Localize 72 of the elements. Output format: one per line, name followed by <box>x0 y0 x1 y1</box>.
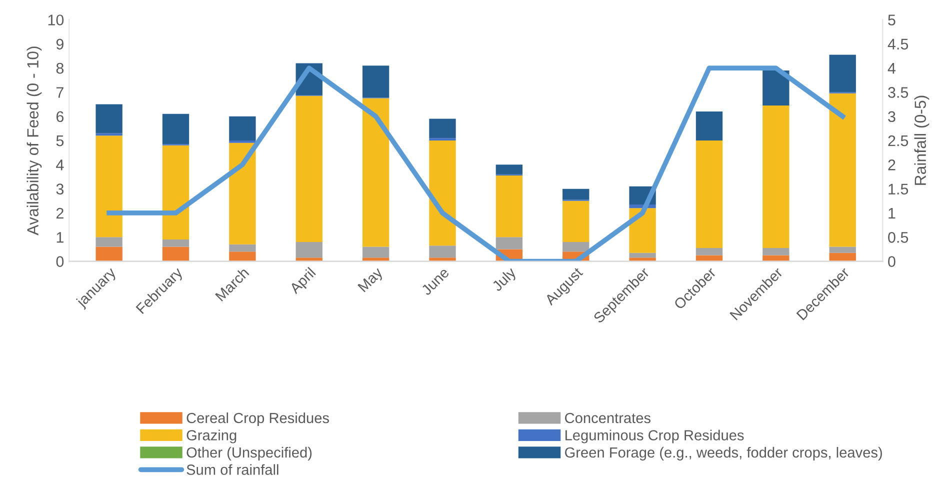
bar <box>362 246 390 258</box>
y-tick-label: 5 <box>56 136 64 146</box>
bar <box>762 70 790 106</box>
y-tick-label: 10 <box>48 14 64 26</box>
bar <box>429 118 456 138</box>
legend-label: Green Forage (e.g., weeds, fodder crops, leaves) <box>565 446 882 461</box>
legend-label: Sum of rainfall <box>186 464 278 475</box>
bar <box>229 142 256 244</box>
bar <box>429 140 456 246</box>
bar <box>562 188 590 200</box>
y-tick-label: 9 <box>56 38 64 50</box>
legend-label: Leguminous Crop Residues <box>565 430 744 444</box>
y2-tick-label: 3 <box>888 111 896 122</box>
bar <box>829 246 856 253</box>
y2-tick-label: 0.5 <box>888 232 908 243</box>
bar <box>96 237 122 247</box>
bar <box>362 98 390 247</box>
y2-tick-label: 1 <box>888 208 896 219</box>
bar <box>162 240 190 247</box>
bar <box>162 246 190 262</box>
legend-label: Grazing <box>186 430 236 444</box>
bar <box>829 54 856 92</box>
bar <box>429 246 456 258</box>
bar <box>696 248 723 256</box>
bar <box>696 112 723 141</box>
y2-tick-label: 1.5 <box>888 184 908 195</box>
bar <box>229 116 256 141</box>
y-axis-title: Availability of Feed (0 - 10) <box>26 46 42 236</box>
bar <box>629 252 656 258</box>
legend-label: Concentrates <box>565 412 651 424</box>
x-tick-label: July <box>491 266 519 294</box>
y2-axis-title: Rainfall (0-5) <box>914 96 930 185</box>
x-tick-label: May <box>358 266 386 294</box>
bar <box>629 208 656 253</box>
y-tick-label: 7 <box>56 87 64 98</box>
bar <box>562 200 590 242</box>
bar <box>96 104 122 134</box>
bar <box>162 145 190 240</box>
bar <box>362 66 390 98</box>
bar <box>696 140 723 248</box>
bar <box>296 96 322 242</box>
bar <box>496 176 523 238</box>
y2-tick-label: 5 <box>888 14 896 26</box>
y2-tick-label: 0 <box>888 256 896 267</box>
bar <box>162 114 190 144</box>
y-tick-label: 8 <box>56 62 64 74</box>
bar <box>229 244 256 252</box>
y-tick-label: 6 <box>56 111 64 122</box>
y2-tick-label: 4 <box>888 63 896 74</box>
bar <box>296 242 322 258</box>
bar <box>562 242 590 252</box>
bar <box>496 164 523 174</box>
line-series <box>106 66 846 262</box>
bar <box>762 248 790 256</box>
legend-label: Other (Unspecified) <box>186 446 312 461</box>
y-tick-label: 1 <box>56 232 64 243</box>
legend-label: Cereal Crop Residues <box>186 412 329 426</box>
bar <box>496 237 523 250</box>
bar <box>829 93 856 247</box>
bar <box>429 138 456 141</box>
bar <box>229 252 256 262</box>
y2-tick-label: 2.5 <box>888 135 908 146</box>
bar <box>96 136 122 238</box>
y2-tick-label: 3.5 <box>888 87 908 98</box>
y-tick-label: 3 <box>56 184 64 195</box>
y2-tick-label: 2 <box>888 160 896 170</box>
y-tick-label: 2 <box>56 208 64 219</box>
bar <box>762 105 790 248</box>
y-tick-label: 4 <box>56 160 64 170</box>
bar <box>96 246 122 262</box>
y2-tick-label: 4.5 <box>888 38 908 50</box>
y-tick-label: 0 <box>56 256 64 267</box>
